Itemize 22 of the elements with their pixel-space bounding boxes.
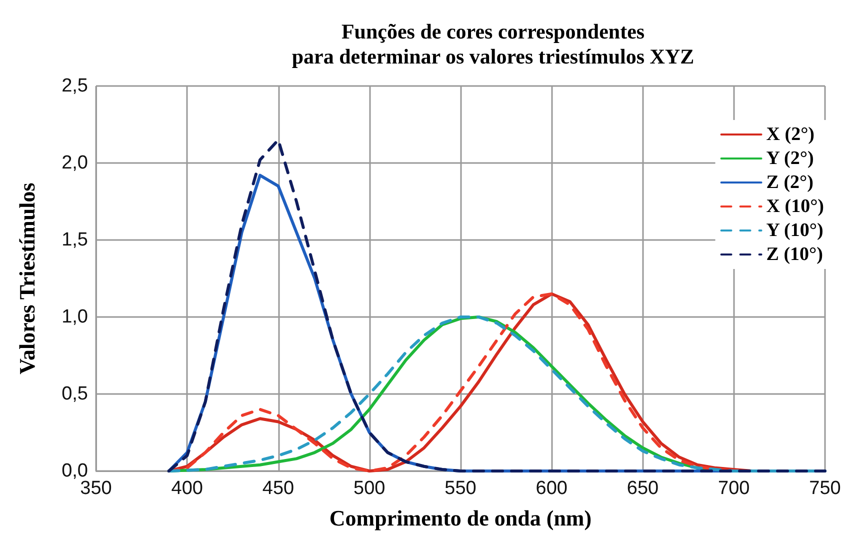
legend-label: X (10°) xyxy=(766,196,824,217)
x-tick-label: 500 xyxy=(354,478,386,499)
x-tick-label: 400 xyxy=(171,478,203,499)
y-tick-label: 0,5 xyxy=(62,384,88,404)
x-tick-label: 700 xyxy=(718,478,750,499)
y-axis-title: Valores Triestímulos xyxy=(14,182,40,374)
x-tick-label: 600 xyxy=(536,478,568,499)
y-tick-label: 2,5 xyxy=(62,76,88,96)
legend-label: Z (10°) xyxy=(766,244,823,265)
y-tick-label: 1,5 xyxy=(62,230,88,250)
y-tick-label: 2,0 xyxy=(62,152,88,174)
x-tick-label: 550 xyxy=(444,478,476,499)
x-tick-label: 650 xyxy=(626,478,659,499)
y-tick-label: 1,0 xyxy=(62,306,88,328)
x-tick-label: 750 xyxy=(809,478,841,499)
legend-label: Y (2°) xyxy=(766,148,814,169)
legend-label: X (2°) xyxy=(766,124,815,145)
legend-label: Z (2°) xyxy=(766,172,814,193)
legend-label: Y (10°) xyxy=(766,220,824,241)
x-tick-label: 450 xyxy=(262,478,294,499)
x-axis-title: Comprimento de onda (nm) xyxy=(329,506,592,530)
chart-title: Funções de cores correspondentes para determinar os valores triestímulos XYZ xyxy=(292,20,694,68)
